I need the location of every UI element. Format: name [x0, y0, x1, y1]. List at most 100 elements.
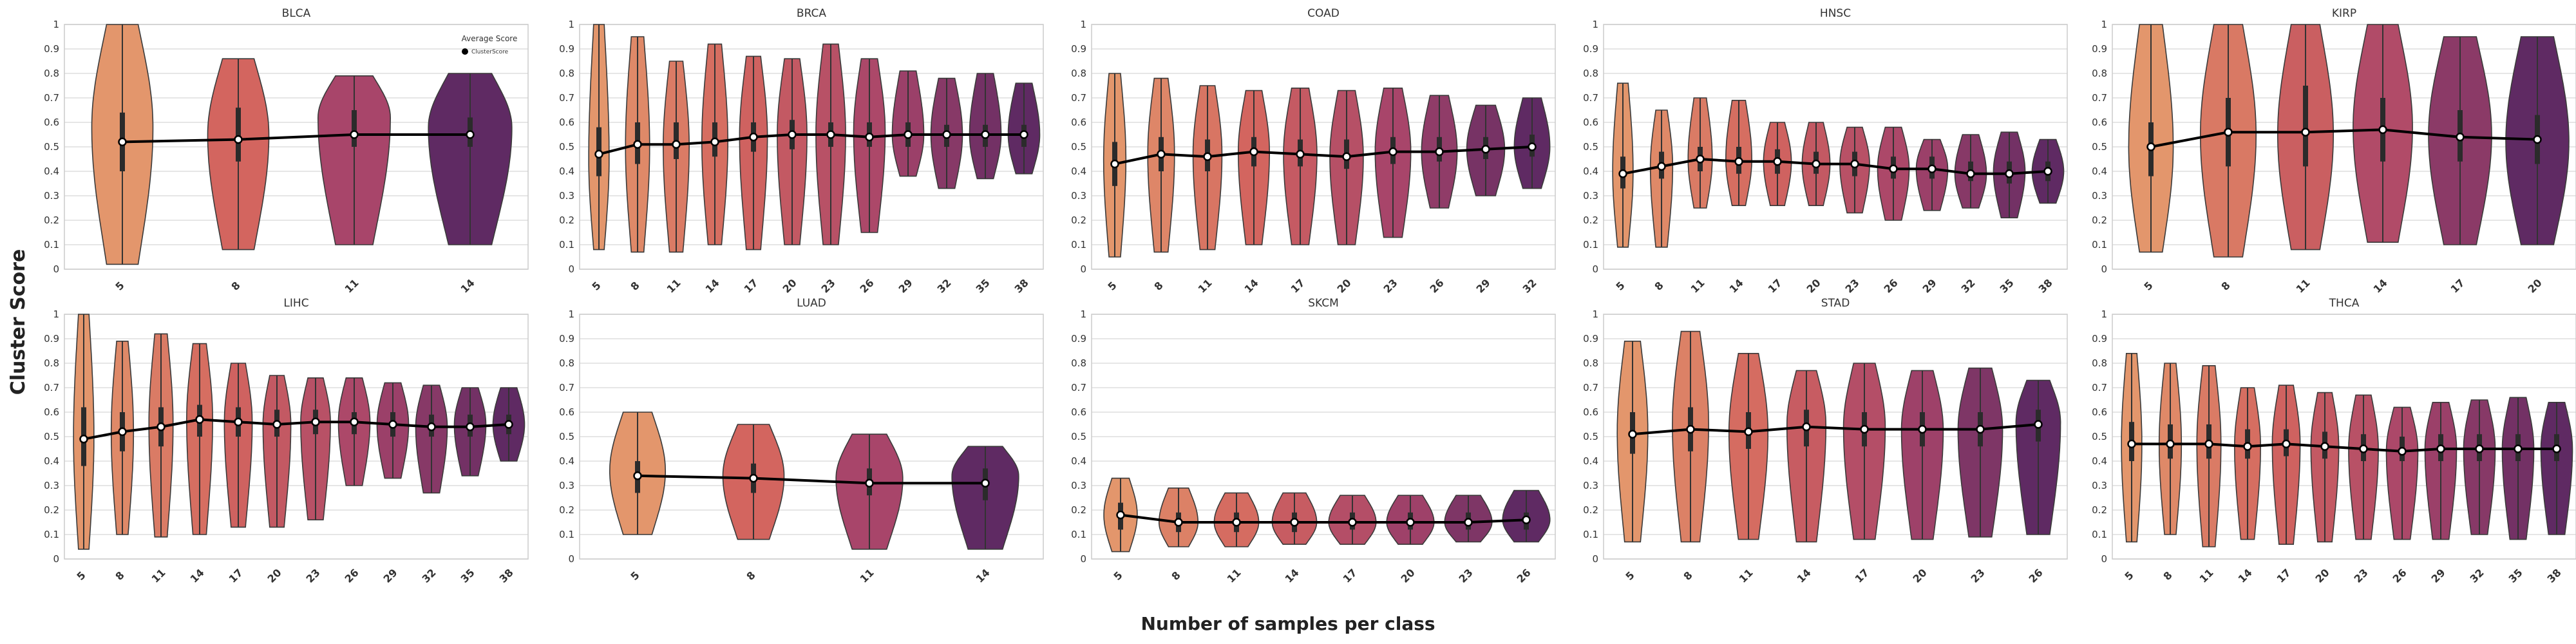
- x-tick-label: 32: [1520, 277, 1539, 296]
- mean-point: [427, 422, 436, 431]
- x-tick-label: 5: [2122, 569, 2136, 582]
- panel-title: HNSC: [1820, 7, 1851, 20]
- mean-point: [1850, 159, 1859, 169]
- x-tick-label: 14: [1727, 277, 1746, 296]
- mean-point: [350, 417, 359, 426]
- mean-point: [350, 130, 359, 139]
- mean-point: [1889, 164, 1898, 173]
- x-tick-label: 35: [459, 567, 477, 585]
- violin-box: [352, 110, 357, 147]
- x-tick-label: 11: [1689, 277, 1707, 296]
- figure-xlabel: Number of samples per class: [1141, 613, 1435, 634]
- mean-point: [1116, 510, 1125, 520]
- mean-point: [1812, 159, 1821, 169]
- mean-point: [2243, 442, 2252, 451]
- y-tick-label: 0.7: [2092, 382, 2107, 393]
- y-tick-label: 0.5: [1071, 431, 1086, 442]
- figure-ylabel: Cluster Score: [7, 249, 30, 395]
- y-tick-label: 1: [53, 19, 59, 30]
- mean-point: [672, 140, 681, 149]
- x-tick-label: 14: [703, 277, 722, 296]
- y-tick-label: 0.1: [1583, 239, 1598, 251]
- x-tick-label: 11: [665, 277, 683, 296]
- y-tick-label: 0.9: [44, 333, 59, 345]
- y-tick-label: 0.7: [1583, 382, 1598, 393]
- x-tick-label: 5: [113, 279, 126, 292]
- panel-frame: [1091, 314, 1556, 560]
- y-tick-label: 0.4: [1071, 166, 1086, 177]
- y-tick-label: 0.4: [44, 455, 59, 467]
- x-tick-label: 11: [1737, 567, 1756, 585]
- mean-point: [2398, 447, 2407, 456]
- mean-point: [311, 417, 320, 426]
- y-tick-label: 0.8: [559, 68, 574, 79]
- x-tick-label: 17: [1766, 277, 1785, 296]
- y-tick-label: 0.6: [1583, 117, 1598, 128]
- mean-point: [1348, 518, 1357, 527]
- x-tick-label: 20: [1335, 277, 1354, 296]
- panel-kirp: 0 0.1 0.2 0.3 0.4 0.5 0.6 0.7 0.8 0.9 1 KIRP 5 8 11 14 1…: [2092, 7, 2576, 296]
- y-tick-label: 0: [568, 553, 574, 565]
- mean-point: [2456, 133, 2465, 142]
- y-tick-label: 0.9: [2092, 333, 2107, 345]
- x-tick-label: 17: [1341, 567, 1359, 585]
- mean-point: [2436, 444, 2445, 453]
- panel-coad: 0 0.1 0.2 0.3 0.4 0.5 0.6 0.7 0.8 0.9 1 COAD 5 8 11 14 1…: [1071, 7, 1556, 296]
- mean-point: [1802, 422, 1811, 431]
- x-tick-label: 8: [1681, 569, 1694, 582]
- mean-point: [1388, 147, 1397, 156]
- mean-line: [1632, 423, 2039, 436]
- y-tick-label: 0.3: [1583, 480, 1598, 491]
- x-tick-label: 32: [420, 567, 439, 585]
- y-tick-label: 0: [2101, 553, 2107, 565]
- y-tick-label: 1: [1592, 308, 1598, 320]
- x-tick-label: 14: [2236, 567, 2255, 585]
- mean-point: [1528, 142, 1537, 151]
- mean-point: [1657, 162, 1666, 171]
- panel-blca: 0 0.1 0.2 0.3 0.4 0.5 0.6 0.7 0.8 0.9 1 BLCA 5 8 11 14 A…: [44, 7, 529, 296]
- legend-label: ClusterScore: [471, 49, 509, 55]
- x-tick-label: 11: [2197, 567, 2216, 585]
- mean-line: [1114, 146, 1533, 166]
- mean-point: [272, 420, 281, 429]
- x-tick-label: 26: [1428, 277, 1446, 296]
- mean-point: [466, 422, 475, 431]
- y-tick-label: 0.9: [44, 43, 59, 55]
- y-tick-label: 0.4: [2092, 166, 2107, 177]
- mean-point: [1157, 149, 1166, 159]
- mean-line: [2132, 442, 2557, 453]
- x-tick-label: 17: [742, 277, 761, 296]
- mean-point: [904, 130, 913, 139]
- mean-line: [637, 474, 985, 485]
- y-tick-label: 0.9: [1583, 43, 1598, 55]
- y-tick-label: 0.4: [1583, 166, 1598, 177]
- x-tick-label: 5: [74, 569, 88, 582]
- mean-line: [122, 133, 470, 144]
- y-tick-label: 0.5: [2092, 141, 2107, 153]
- y-tick-label: 0.1: [1071, 529, 1086, 540]
- mean-point: [1734, 157, 1743, 166]
- y-tick-label: 0.9: [1071, 43, 1086, 55]
- x-tick-label: 8: [113, 569, 126, 582]
- x-tick-label: 14: [459, 277, 477, 296]
- panel-hnsc: 0 0.1 0.2 0.3 0.4 0.5 0.6 0.7 0.8 0.9 1 HNSC 5 8 11 14 1…: [1583, 7, 2068, 296]
- y-tick-label: 0.6: [44, 117, 59, 128]
- x-tick-label: 8: [2219, 279, 2232, 292]
- mean-point: [2514, 444, 2523, 453]
- x-tick-label: 14: [1242, 277, 1261, 296]
- mean-point: [1744, 427, 1753, 437]
- y-tick-label: 0.1: [2092, 239, 2107, 251]
- y-tick-label: 0.7: [2092, 92, 2107, 104]
- y-tick-label: 0.7: [1071, 92, 1086, 104]
- y-tick-label: 0.9: [1583, 333, 1598, 345]
- y-tick-label: 0.8: [559, 357, 574, 369]
- mean-point: [1019, 130, 1028, 139]
- mean-point: [594, 149, 603, 159]
- mean-point: [1110, 159, 1119, 169]
- y-tick-label: 0.2: [2092, 504, 2107, 516]
- mean-point: [2034, 420, 2043, 429]
- y-tick-label: 0: [53, 553, 59, 565]
- panel-frame: [1091, 24, 1556, 270]
- y-tick-label: 0.1: [1071, 239, 1086, 251]
